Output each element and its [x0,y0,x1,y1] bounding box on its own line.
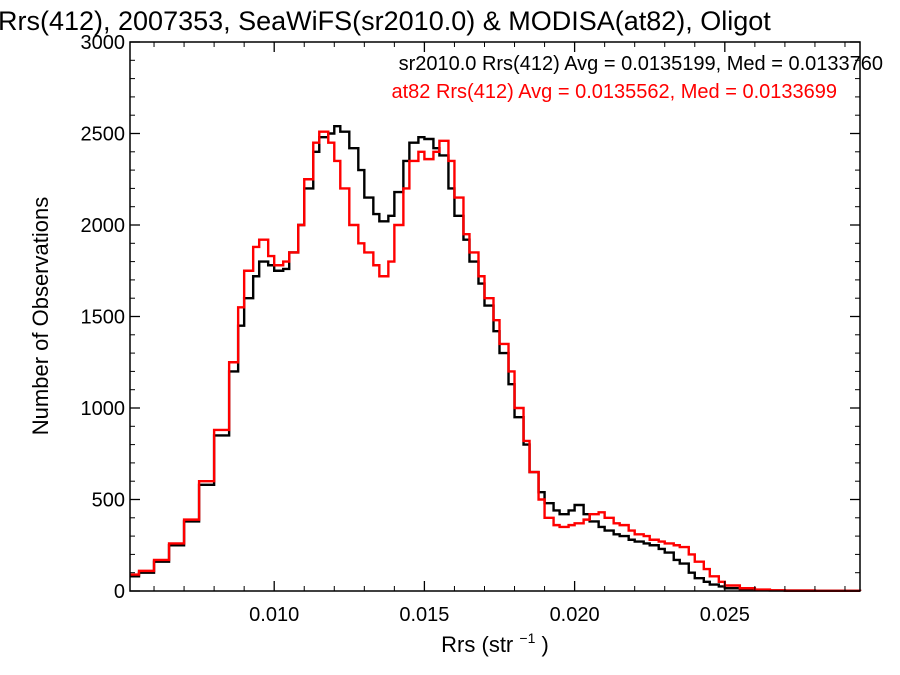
y-tick-label: 3000 [81,32,126,54]
y-tick-label: 500 [92,490,125,512]
y-tick-label: 0 [114,581,125,603]
y-tick-label: 1500 [81,307,126,329]
y-tick-label: 2000 [81,215,126,237]
series-annotation-sr2010: sr2010.0 Rrs(412) Avg = 0.0135199, Med =… [399,53,883,75]
series-line-at82 [130,130,862,593]
x-axis-label-superscript: −1 [519,630,535,646]
plot-area: 0.010 0.015 0.020 0.025 0 500 1000 1500 2000 2500… [81,32,862,626]
ticks-layer: 0.010 0.015 0.020 0.025 0 500 1000 1500 2000 2500… [81,32,860,626]
y-tick-label: 1000 [81,398,126,420]
x-axis-label-main: Rrs (str [441,632,513,657]
series-annotation-at82: at82 Rrs(412) Avg = 0.0135562, Med = 0.0… [391,81,837,103]
series-layer [130,124,862,593]
x-tick-label: 0.020 [550,604,600,626]
x-tick-label: 0.025 [700,604,750,626]
chart-title: Rrs(412), 2007353, SeaWiFS(sr2010.0) & M… [0,6,771,36]
x-axis-label: Rrs (str −1 ) [441,623,549,657]
y-tick-label: 2500 [81,124,126,146]
x-axis-label-suffix: ) [541,632,548,657]
y-axis-label: Number of Observations [28,197,53,435]
x-tick-label: 0.015 [399,604,449,626]
x-tick-label: 0.010 [249,604,299,626]
